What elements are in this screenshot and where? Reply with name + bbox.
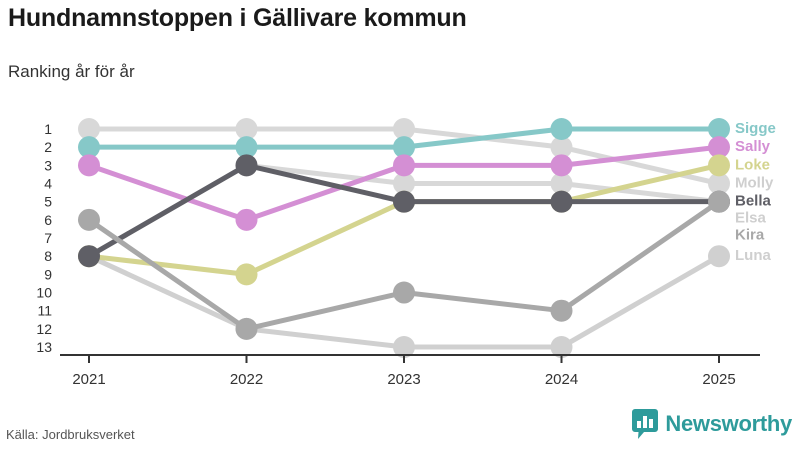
data-point[interactable] <box>708 245 730 268</box>
data-point[interactable] <box>708 136 730 159</box>
data-point[interactable] <box>550 172 573 195</box>
y-axis-tick-label: 5 <box>44 194 52 210</box>
data-point[interactable] <box>393 154 415 177</box>
data-point[interactable] <box>550 136 573 159</box>
data-point[interactable] <box>393 190 415 213</box>
data-point[interactable] <box>393 118 415 140</box>
legend-label-bella[interactable]: Bella <box>735 193 772 210</box>
legend-label-sally[interactable]: Sally <box>735 138 771 155</box>
x-axis-tick-label: 2025 <box>702 371 735 388</box>
y-axis-tick-label: 12 <box>36 321 52 337</box>
y-axis-tick-label: 2 <box>44 139 52 155</box>
data-point[interactable] <box>550 154 573 177</box>
series-sally[interactable] <box>78 136 730 231</box>
series-sigge[interactable] <box>78 118 730 159</box>
data-point[interactable] <box>78 118 100 140</box>
data-point[interactable] <box>235 118 258 140</box>
data-point[interactable] <box>550 299 573 322</box>
legend-label-loke[interactable]: Loke <box>735 156 770 173</box>
brand-name: Newsworthy <box>665 411 792 436</box>
legend-label-sigge[interactable]: Sigge <box>735 120 776 137</box>
data-point[interactable] <box>708 154 730 177</box>
data-point[interactable] <box>235 208 258 231</box>
y-axis-tick-label: 4 <box>44 176 52 192</box>
data-point[interactable] <box>393 136 415 159</box>
x-axis-ticks: 2021 2022 2023 2024 2025 <box>72 355 736 388</box>
data-point[interactable] <box>708 190 730 213</box>
legend-label-molly[interactable]: Molly <box>735 174 774 191</box>
data-point[interactable] <box>708 118 730 140</box>
y-axis-tick-label: 7 <box>44 230 52 246</box>
x-axis-tick-label: 2024 <box>545 371 578 388</box>
data-point[interactable] <box>393 281 415 304</box>
data-point[interactable] <box>550 336 573 359</box>
legend-label-elsa[interactable]: Elsa <box>735 210 767 227</box>
data-point[interactable] <box>393 336 415 359</box>
data-point[interactable] <box>78 245 100 268</box>
y-axis-tick-label: 1 <box>44 121 52 137</box>
series-kira[interactable] <box>78 190 730 340</box>
bar-chart-bubble-icon <box>632 409 659 439</box>
series-layer <box>78 118 730 359</box>
page-title: Hundnamnstoppen i Gällivare kommun <box>8 4 467 32</box>
y-axis-tick-label: 3 <box>44 157 52 173</box>
axis-layer: 2021 2022 2023 2024 2025 <box>60 354 760 388</box>
data-point[interactable] <box>78 136 100 159</box>
data-point[interactable] <box>550 190 573 213</box>
y-axis-tick-label: 11 <box>37 303 52 319</box>
data-point[interactable] <box>78 154 100 177</box>
data-point[interactable] <box>235 263 258 286</box>
data-point[interactable] <box>78 208 100 231</box>
y-axis-tick-label: 8 <box>44 248 52 264</box>
y-axis-tick-label: 10 <box>36 285 52 301</box>
y-axis-tick-label: 13 <box>36 339 52 355</box>
series-bella[interactable] <box>78 154 730 268</box>
y-axis-tick-label: 6 <box>44 212 52 228</box>
x-axis-tick-label: 2022 <box>230 371 263 388</box>
source-note: Källa: Jordbruksverket <box>6 427 135 442</box>
data-point[interactable] <box>393 172 415 195</box>
x-axis-tick-label: 2021 <box>72 371 105 388</box>
data-point[interactable] <box>235 154 258 177</box>
data-point[interactable] <box>235 136 258 159</box>
data-point[interactable] <box>550 118 573 140</box>
legend-label-luna[interactable]: Luna <box>735 247 771 264</box>
legend-label-kira[interactable]: Kira <box>735 227 765 244</box>
y-axis-tick-label: 9 <box>44 266 52 282</box>
data-point[interactable] <box>235 317 258 340</box>
data-point[interactable] <box>708 172 730 195</box>
chart-subtitle: Ranking år för år <box>8 62 135 81</box>
x-axis-tick-label: 2023 <box>387 371 420 388</box>
brand-logo[interactable]: Newsworthy <box>632 409 792 439</box>
